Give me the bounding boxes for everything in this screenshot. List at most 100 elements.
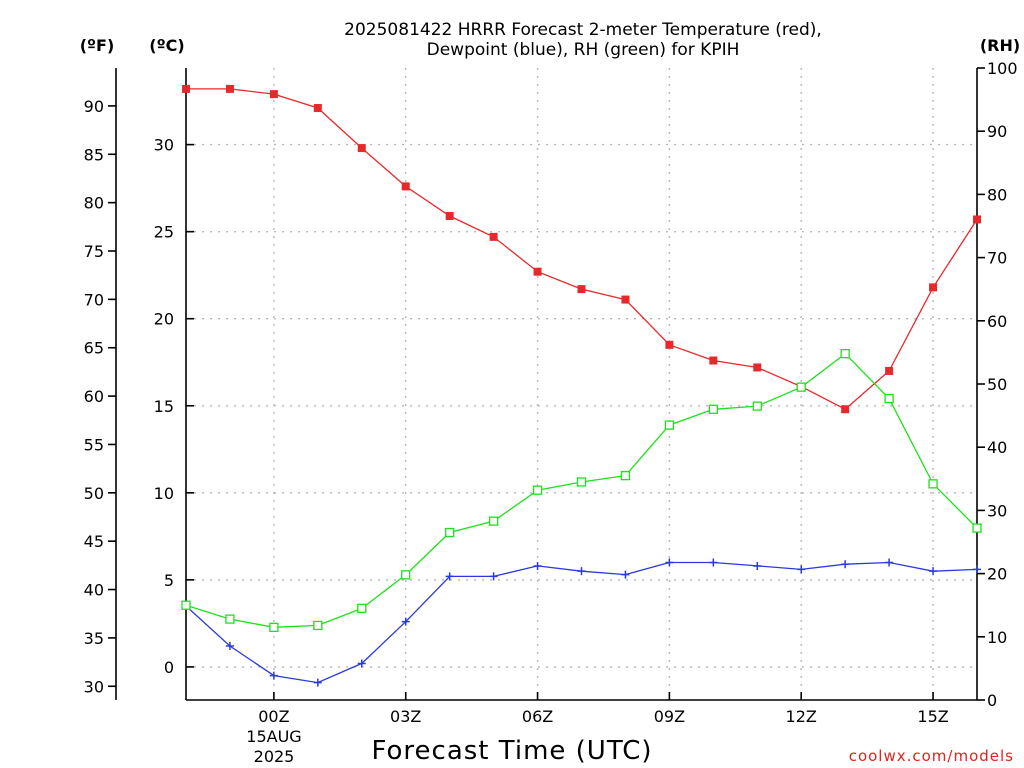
dewpoint-point xyxy=(797,565,806,574)
temperature-point xyxy=(621,295,630,304)
rh-point xyxy=(313,620,323,631)
temperature-point xyxy=(885,366,894,375)
dewpoint-point xyxy=(973,565,981,574)
dewpoint-point xyxy=(225,642,234,651)
dewpoint-point xyxy=(709,558,718,567)
rh-point xyxy=(972,523,982,533)
celsius-tick-label: 25 xyxy=(154,223,174,242)
celsius-tick-label: 0 xyxy=(164,658,174,677)
rh-point xyxy=(620,470,631,481)
rh-tick-label: 0 xyxy=(987,691,997,710)
x-tick-label: 00Z xyxy=(258,707,289,726)
rh-point xyxy=(796,382,806,392)
celsius-tick-label: 15 xyxy=(154,397,174,416)
rh-point xyxy=(884,393,894,404)
fahrenheit-tick-label: 90 xyxy=(84,97,104,116)
rh-tick-label: 10 xyxy=(987,628,1007,647)
dewpoint-point xyxy=(357,659,366,668)
temperature-point xyxy=(841,405,850,414)
rh-point xyxy=(225,614,235,624)
rh-tick-label: 30 xyxy=(987,501,1007,520)
celsius-tick-label: 5 xyxy=(164,571,174,590)
rh-tick-label: 100 xyxy=(987,59,1018,78)
x-axis-label: Forecast Time (UTC) xyxy=(371,736,652,766)
fahrenheit-tick-label: 65 xyxy=(84,339,104,358)
rh-tick-label: 70 xyxy=(987,249,1007,268)
rh-point xyxy=(708,404,718,414)
rh-point xyxy=(752,401,762,411)
rh-point xyxy=(928,479,938,489)
dewpoint-point xyxy=(445,572,454,581)
dewpoint-point xyxy=(753,561,762,570)
fahrenheit-tick-label: 80 xyxy=(84,194,104,213)
x-tick-label: 12Z xyxy=(786,707,817,726)
dewpoint-point xyxy=(313,678,322,687)
date-label-day: 15AUG xyxy=(246,727,301,746)
fahrenheit-tick-label: 40 xyxy=(84,581,104,600)
celsius-tick-label: 20 xyxy=(154,310,174,329)
temperature-point xyxy=(225,84,234,93)
dewpoint-point xyxy=(621,570,630,579)
temperature-point xyxy=(182,84,190,93)
rh-point xyxy=(445,527,455,538)
temperature-point xyxy=(313,104,322,113)
axes: 30 35 40 45 50 55 60 65 70 75 80 85 90 0 5 10 15 20 25 30 0 1… xyxy=(84,59,1018,726)
fahrenheit-tick-label: 50 xyxy=(84,484,104,503)
temperature-point xyxy=(665,340,674,349)
rh-point xyxy=(269,622,279,632)
rh-tick-label: 60 xyxy=(987,312,1007,331)
fahrenheit-tick-label: 35 xyxy=(84,629,104,648)
temperature-point xyxy=(357,144,366,153)
rh-point xyxy=(664,420,675,430)
rh-tick-label: 50 xyxy=(987,375,1007,394)
dewpoint-point xyxy=(665,558,674,567)
x-tick-label: 09Z xyxy=(654,707,685,726)
dewpoint-point xyxy=(533,561,542,570)
fahrenheit-tick-label: 30 xyxy=(84,677,104,696)
title-line-1: 2025081422 HRRR Forecast 2-meter Tempera… xyxy=(344,20,822,40)
credit-text: coolwx.com/models xyxy=(849,747,1014,765)
temperature-point xyxy=(269,90,278,99)
dewpoint-point xyxy=(577,567,586,576)
grid-lines xyxy=(186,68,977,700)
title-line-2: Dewpoint (blue), RH (green) for KPIH xyxy=(427,40,740,60)
rh-tick-label: 90 xyxy=(987,122,1007,141)
x-tick-label: 03Z xyxy=(390,707,421,726)
dewpoint-point xyxy=(841,560,850,569)
celsius-tick-label: 10 xyxy=(154,484,174,503)
dewpoint-point xyxy=(929,567,938,576)
chart-title: 2025081422 HRRR Forecast 2-meter Tempera… xyxy=(344,20,822,60)
rh-point xyxy=(840,349,850,359)
celsius-tick-label: 30 xyxy=(154,136,174,155)
celsius-unit-label: (ºC) xyxy=(149,36,184,55)
rh-tick-label: 80 xyxy=(987,185,1007,204)
temperature-point xyxy=(709,356,718,365)
dewpoint-point xyxy=(401,617,410,626)
date-label-year: 2025 xyxy=(254,747,295,766)
dewpoint-point xyxy=(885,558,894,567)
dewpoint-point xyxy=(489,572,498,581)
temperature-point xyxy=(753,363,762,372)
rh-tick-label: 20 xyxy=(987,565,1007,584)
rh-point xyxy=(488,516,499,526)
temperature-point xyxy=(929,283,938,292)
rh-point xyxy=(357,603,367,614)
temperature-point xyxy=(445,211,454,220)
temperature-point xyxy=(533,267,542,276)
fahrenheit-unit-label: (ºF) xyxy=(80,36,115,55)
data-series xyxy=(181,84,982,687)
x-tick-label: 06Z xyxy=(522,707,553,726)
rh-unit-label: (RH) xyxy=(980,36,1020,55)
rh-point xyxy=(181,600,191,610)
temperature-point xyxy=(577,285,586,294)
dewpoint-point xyxy=(269,671,278,680)
rh-point xyxy=(401,570,411,580)
rh-point xyxy=(532,485,543,495)
fahrenheit-tick-label: 60 xyxy=(84,387,104,406)
temperature-point xyxy=(489,232,498,241)
rh-point xyxy=(576,477,587,487)
fahrenheit-tick-label: 45 xyxy=(84,532,104,551)
rh-tick-label: 40 xyxy=(987,438,1007,457)
fahrenheit-tick-label: 75 xyxy=(84,242,104,261)
fahrenheit-tick-label: 85 xyxy=(84,145,104,164)
